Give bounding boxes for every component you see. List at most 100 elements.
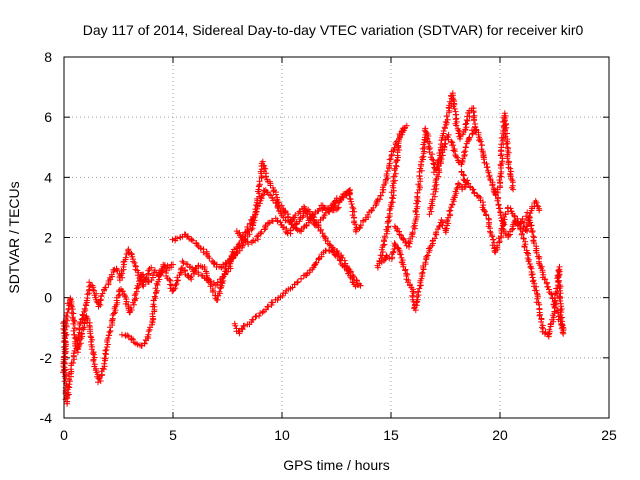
data-point-marker [282, 209, 289, 216]
data-point-marker [521, 244, 528, 250]
data-point-marker [444, 116, 451, 123]
series-trace-f [233, 206, 364, 289]
data-point-marker [166, 276, 173, 283]
data-point-marker [258, 228, 265, 235]
data-point-marker [430, 160, 437, 167]
data-point-marker [446, 98, 453, 105]
y-tick-label: 4 [44, 169, 52, 185]
data-point-marker [374, 264, 381, 271]
data-point-marker [396, 231, 403, 238]
data-point-marker [457, 135, 463, 142]
data-point-marker [259, 309, 266, 316]
data-point-marker [294, 278, 301, 285]
data-point-marker [490, 236, 497, 243]
data-point-marker [516, 221, 523, 228]
data-point-marker [90, 350, 96, 357]
data-point-marker [232, 322, 239, 329]
data-point-marker [130, 336, 136, 343]
data-point-marker [380, 257, 387, 264]
data-point-marker [448, 138, 455, 145]
data-point-marker [396, 228, 402, 235]
data-point-marker [256, 178, 263, 185]
data-point-marker [101, 355, 108, 362]
data-point-marker [510, 186, 517, 193]
series-trace-e [179, 158, 342, 289]
data-point-marker [436, 222, 443, 229]
data-point-marker [519, 228, 526, 235]
data-point-marker [72, 335, 79, 342]
data-point-marker [131, 259, 138, 266]
data-point-marker [503, 141, 510, 148]
data-point-marker [148, 277, 155, 284]
data-point-marker [389, 194, 395, 201]
data-point-marker [388, 189, 395, 196]
data-point-marker [312, 261, 319, 267]
data-point-marker [481, 207, 488, 214]
data-point-marker [274, 198, 281, 204]
data-point-marker [542, 276, 549, 283]
data-point-marker [351, 208, 358, 215]
data-point-marker [390, 248, 397, 255]
data-point-marker [61, 335, 68, 342]
data-point-marker [352, 221, 359, 228]
data-point-marker [105, 332, 112, 339]
data-point-marker [222, 259, 229, 266]
data-point-marker [71, 331, 78, 338]
data-point-marker [464, 138, 471, 145]
data-point-marker [440, 128, 447, 134]
data-point-marker [217, 276, 223, 283]
data-point-marker [319, 230, 326, 237]
data-point-marker [70, 359, 76, 366]
x-tick-label: 20 [492, 427, 508, 443]
data-point-marker [556, 285, 563, 292]
data-point-marker [145, 328, 152, 335]
data-point-marker [465, 135, 472, 142]
data-point-marker [356, 225, 363, 232]
x-axis-label: GPS time / hours [283, 457, 390, 473]
data-point-marker [431, 235, 438, 242]
data-point-marker [451, 105, 458, 112]
data-point-marker [527, 219, 534, 226]
data-point-marker [71, 325, 78, 332]
data-point-marker [483, 212, 490, 219]
data-point-marker [252, 313, 259, 320]
data-point-marker [252, 206, 259, 213]
data-point-marker [548, 290, 554, 297]
data-point-marker [462, 121, 469, 128]
data-point-marker [508, 175, 515, 182]
data-point-marker [480, 156, 487, 163]
data-point-marker [148, 264, 155, 271]
data-point-marker [383, 171, 390, 177]
data-point-marker [483, 164, 490, 171]
data-point-marker [69, 306, 76, 313]
data-point-marker [489, 233, 496, 240]
series-trace-m [492, 188, 567, 340]
data-point-marker [507, 205, 514, 212]
data-point-marker [422, 259, 429, 266]
data-point-marker [528, 271, 535, 278]
data-point-marker [525, 258, 532, 265]
data-point-marker [180, 259, 187, 266]
data-point-marker [399, 129, 406, 136]
data-point-marker [206, 255, 213, 262]
series-trace-h [318, 122, 410, 271]
data-point-marker [504, 130, 510, 137]
chart-title: Day 117 of 2014, Sidereal Day-to-day VTE… [83, 22, 584, 38]
data-point-marker [461, 149, 467, 156]
data-point-marker [61, 378, 68, 385]
data-point-marker [393, 157, 400, 164]
data-point-marker [203, 251, 210, 258]
data-point-marker [419, 154, 426, 161]
data-point-marker [357, 222, 364, 229]
data-point-marker [519, 215, 526, 222]
data-point-marker [429, 151, 436, 158]
data-point-marker [383, 252, 390, 259]
data-point-marker [353, 226, 360, 233]
data-point-marker [447, 207, 454, 214]
data-point-marker [252, 237, 259, 244]
data-point-marker [507, 170, 513, 177]
data-point-marker [263, 173, 269, 180]
data-point-marker [454, 154, 461, 161]
data-point-marker [219, 274, 226, 281]
